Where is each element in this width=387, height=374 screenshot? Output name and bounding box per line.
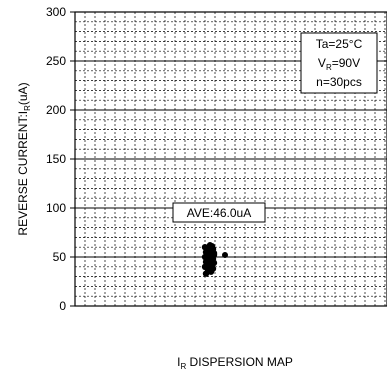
y-tick-label: 100: [46, 201, 66, 215]
grid-lines: [75, 12, 387, 306]
y-tick-label: 50: [53, 250, 67, 264]
y-tick-label: 0: [59, 299, 66, 313]
condition-ta: Ta=25°C: [316, 37, 363, 51]
average-annotation: AVE:46.0uA: [172, 202, 266, 223]
y-axis-label: REVERSE CURRENT:IR(uA): [16, 82, 32, 235]
data-point: [201, 244, 209, 251]
data-point: [206, 242, 214, 249]
y-tick-label: 300: [46, 5, 66, 19]
data-points: [201, 242, 228, 277]
data-point: [203, 256, 211, 264]
conditions-legend: Ta=25°C VR=90V n=30pcs: [300, 32, 378, 94]
y-tick-label: 200: [46, 103, 66, 117]
y-tick-labels: 0 50 100 150 200 250 300: [46, 5, 75, 313]
condition-n: n=30pcs: [316, 75, 362, 89]
data-point: [222, 252, 228, 259]
y-tick-label: 150: [46, 152, 66, 166]
y-tick-label: 250: [46, 54, 66, 68]
data-point: [210, 251, 218, 259]
condition-vr: VR=90V: [318, 56, 360, 72]
x-axis-label: IR DISPERSION MAP: [177, 355, 293, 371]
svg-text:AVE:46.0uA: AVE:46.0uA: [187, 206, 252, 220]
